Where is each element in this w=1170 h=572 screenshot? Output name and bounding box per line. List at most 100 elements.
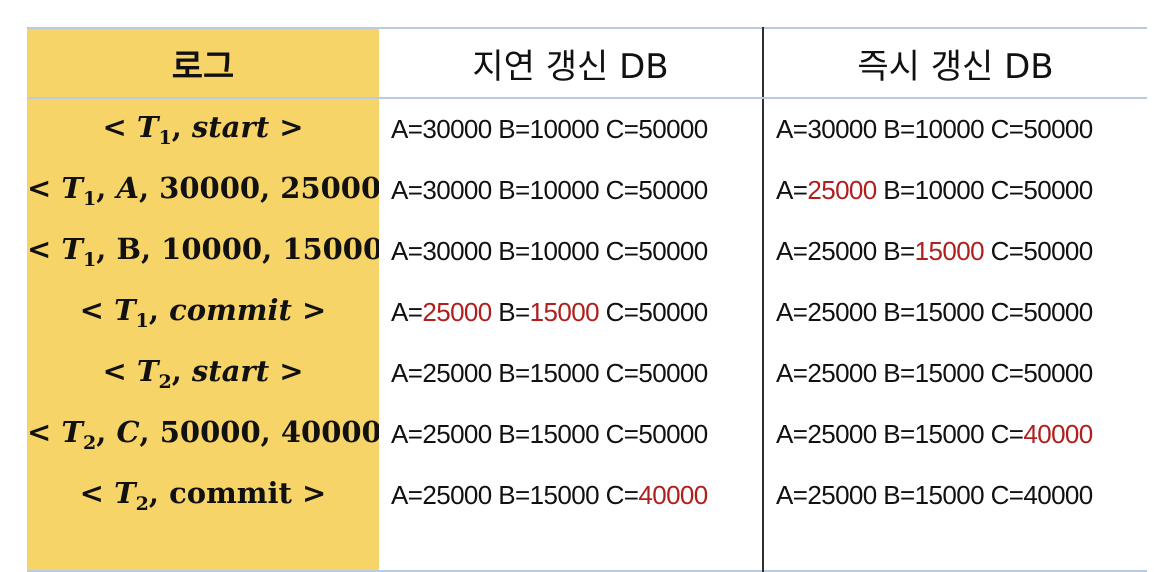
equals-sign: = <box>515 419 530 449</box>
log-transaction-name: T <box>61 171 83 206</box>
table-row: < T1, start > A=30000 B=10000 C=50000 A=30… <box>27 98 1147 160</box>
db-value: 50000 <box>1023 114 1093 144</box>
log-field: commit <box>169 476 292 511</box>
db-value-changed: 15000 <box>529 297 600 327</box>
immediate-db-state: A=25000 B=15000 C=40000 <box>762 404 1147 465</box>
equals-sign: = <box>407 358 423 388</box>
equals-sign: = <box>515 114 530 144</box>
immediate-db-state: A=25000 B=15000 C=50000 <box>762 221 1147 282</box>
db-var-name: C <box>605 480 625 510</box>
log-separator: , <box>262 232 283 267</box>
log-separator: , <box>96 232 117 267</box>
log-transaction-number: 2 <box>83 431 97 454</box>
deferred-db-state: A=30000 B=10000 C=50000 <box>379 98 763 160</box>
db-value: 50000 <box>638 236 708 266</box>
log-open-bracket: < <box>79 476 115 511</box>
db-var-name: C <box>990 358 1010 388</box>
value-gap <box>599 297 606 327</box>
db-var-name: C <box>990 236 1010 266</box>
log-transaction-number: 1 <box>83 187 97 210</box>
log-transaction-name: T <box>114 476 136 511</box>
log-entry: < T1, commit > <box>27 282 379 343</box>
db-var-name: A <box>391 114 408 144</box>
equals-sign: = <box>900 419 915 449</box>
db-var-name: C <box>990 114 1010 144</box>
bottom-spacer-row <box>27 526 1147 571</box>
db-value: 30000 <box>422 236 492 266</box>
db-value: 50000 <box>638 114 708 144</box>
equals-sign: = <box>1008 297 1024 327</box>
value-gap <box>599 480 606 510</box>
value-gap <box>984 236 991 266</box>
equals-sign: = <box>900 358 915 388</box>
deferred-db-state: A=25000 B=15000 C=40000 <box>379 465 763 526</box>
equals-sign: = <box>900 236 915 266</box>
immediate-db-state: A=30000 B=10000 C=50000 <box>762 98 1147 160</box>
db-var-name: A <box>776 419 793 449</box>
db-value: 50000 <box>638 175 708 205</box>
log-comparison-table: 로그 지연 갱신 DB 즉시 갱신 DB < T1, start > A=3000… <box>27 27 1147 572</box>
value-gap <box>984 114 991 144</box>
equals-sign: = <box>1008 114 1024 144</box>
header-deferred-update-db: 지연 갱신 DB <box>379 28 763 99</box>
log-open-bracket: < <box>102 110 137 145</box>
log-close-bracket: > <box>291 476 327 511</box>
db-value: 25000 <box>422 419 492 449</box>
value-gap <box>599 419 606 449</box>
equals-sign: = <box>623 480 639 510</box>
db-var-name: A <box>391 419 408 449</box>
db-var-name: B <box>883 419 901 449</box>
log-field: B <box>116 232 141 267</box>
equals-sign: = <box>792 114 808 144</box>
db-value: 50000 <box>638 419 708 449</box>
db-var-name: B <box>498 480 516 510</box>
db-var-name: C <box>605 297 625 327</box>
db-var-name: A <box>391 297 408 327</box>
log-separator: , <box>260 171 281 206</box>
db-var-name: C <box>605 114 625 144</box>
db-var-name: A <box>776 236 793 266</box>
log-field: 10000 <box>161 232 263 267</box>
equals-sign: = <box>1008 236 1024 266</box>
db-value: 30000 <box>422 114 492 144</box>
log-close-bracket: > <box>269 354 304 389</box>
equals-sign: = <box>1008 419 1024 449</box>
log-separator: , <box>148 293 170 328</box>
equals-sign: = <box>792 480 808 510</box>
equals-sign: = <box>515 358 530 388</box>
log-field: start <box>191 110 270 145</box>
log-transaction-name: T <box>114 293 136 328</box>
db-var-name: B <box>498 175 516 205</box>
equals-sign: = <box>900 480 915 510</box>
db-var-name: A <box>776 175 793 205</box>
db-value: 25000 <box>807 419 877 449</box>
db-var-name: A <box>776 358 793 388</box>
db-value: 15000 <box>529 358 600 388</box>
table-row: < T2, commit > A=25000 B=15000 C=40000 A=2… <box>27 465 1147 526</box>
equals-sign: = <box>623 297 639 327</box>
log-entry: < T1, A, 30000, 25000 > <box>27 160 379 221</box>
log-separator: , <box>96 171 117 206</box>
db-var-name: A <box>391 358 408 388</box>
log-separator: , <box>260 415 281 450</box>
log-field: commit <box>169 293 292 328</box>
value-gap <box>599 114 606 144</box>
log-close-bracket: > <box>269 110 304 145</box>
db-var-name: C <box>990 175 1010 205</box>
value-gap <box>984 480 991 510</box>
value-gap <box>984 419 991 449</box>
header-row: 로그 지연 갱신 DB 즉시 갱신 DB <box>27 28 1147 99</box>
db-value: 25000 <box>807 297 877 327</box>
immediate-db-state: A=25000 B=10000 C=50000 <box>762 160 1147 221</box>
db-var-name: B <box>883 114 901 144</box>
log-field: 15000 <box>282 232 379 267</box>
db-value: 10000 <box>529 175 600 205</box>
log-transaction-number: 2 <box>135 492 149 515</box>
deferred-db-state: A=30000 B=10000 C=50000 <box>379 221 763 282</box>
log-separator: , <box>96 415 117 450</box>
log-transaction-number: 1 <box>135 309 149 332</box>
equals-sign: = <box>515 175 530 205</box>
db-var-name: A <box>776 297 793 327</box>
db-var-name: B <box>498 297 516 327</box>
db-var-name: B <box>883 480 901 510</box>
